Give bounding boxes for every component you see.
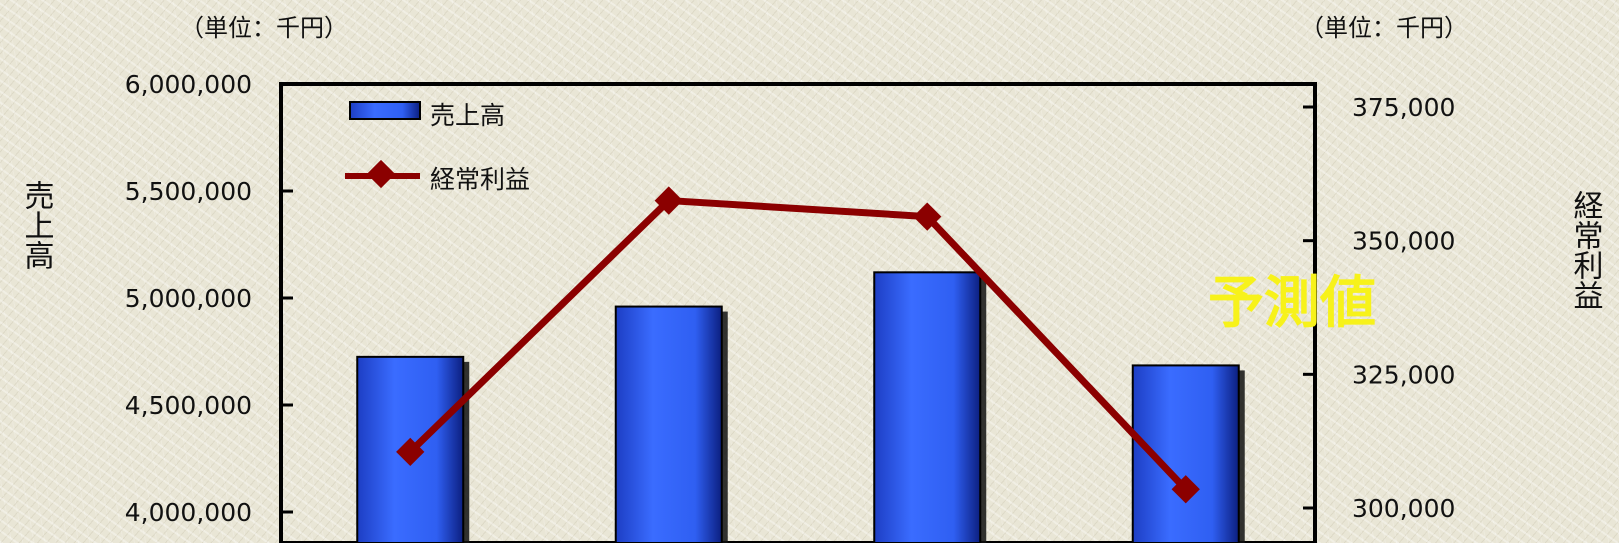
bar	[873, 271, 982, 543]
line-series	[396, 186, 1200, 504]
left-tick-label: 5,500,000	[125, 177, 252, 206]
line-marker	[396, 437, 425, 467]
line-marker	[1171, 475, 1200, 504]
forecast-annotation: 予測値	[1208, 271, 1376, 336]
right-axis-ticks: 300,000 325,000 350,000 375,000	[1303, 93, 1455, 523]
left-tick-label: 4,000,000	[125, 498, 252, 527]
right-tick-label: 375,000	[1352, 93, 1455, 122]
legend-line-marker	[366, 159, 396, 189]
left-axis-title: 売上高	[19, 180, 54, 270]
right-tick-label: 350,000	[1352, 227, 1455, 256]
right-axis-unit: （単位：千円）	[1300, 14, 1468, 42]
left-axis-unit: （単位：千円）	[180, 14, 348, 42]
right-axis-title: 経常利益	[1568, 190, 1604, 310]
legend: 売上高 経常利益	[345, 101, 530, 194]
profit-line	[407, 197, 1189, 492]
line-marker	[654, 186, 683, 215]
left-axis-ticks: 4,000,000 4,500,000 5,000,000 5,500,000 6,00…	[125, 70, 293, 527]
line-marker	[913, 202, 942, 231]
legend-bar-swatch	[349, 101, 421, 120]
left-tick-label: 5,000,000	[125, 284, 252, 313]
legend-label-sales: 売上高	[430, 101, 505, 130]
right-tick-label: 325,000	[1352, 360, 1455, 389]
right-tick-label: 300,000	[1352, 494, 1455, 523]
plot-area	[279, 82, 1317, 543]
bar	[614, 305, 723, 543]
left-tick-label: 6,000,000	[125, 70, 252, 99]
legend-label-profit: 経常利益	[430, 165, 530, 194]
left-tick-label: 4,500,000	[125, 391, 252, 420]
bar-series	[356, 271, 1245, 543]
